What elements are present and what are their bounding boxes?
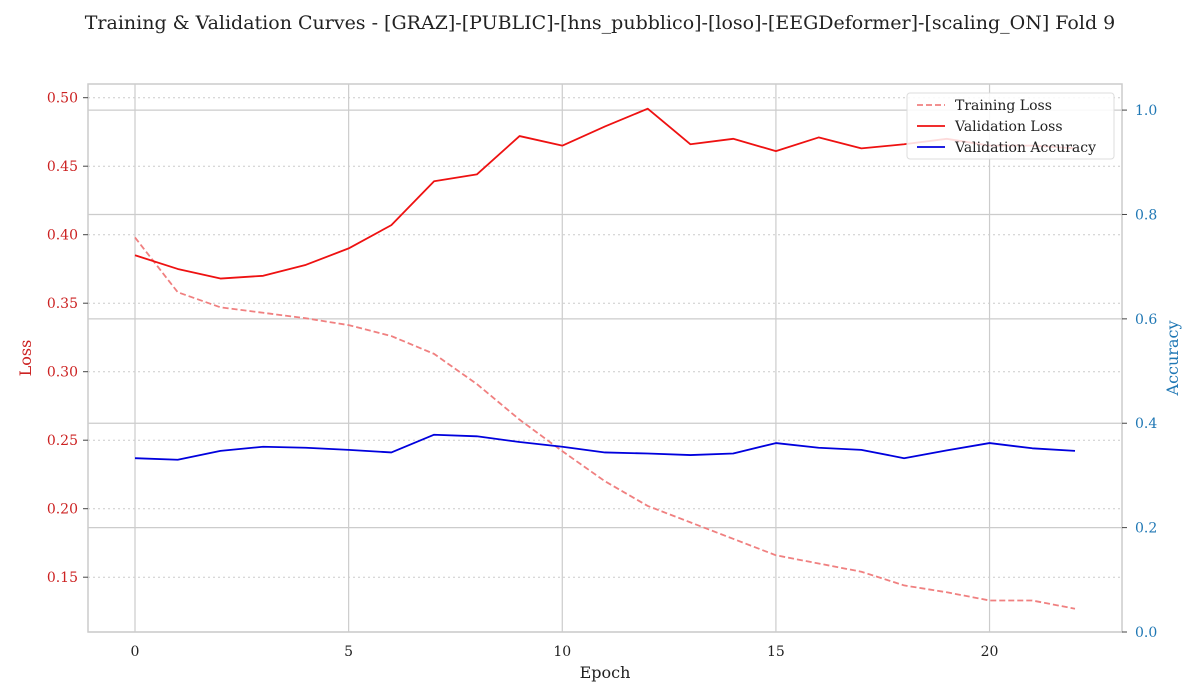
y-axis-label-right: Accuracy — [1163, 321, 1182, 397]
grid-lines — [88, 84, 1122, 633]
x-axis-label: Epoch — [580, 663, 631, 682]
series-points-validation-accuracy — [134, 434, 1076, 460]
y-left-tick-label: 0.15 — [47, 570, 78, 586]
y-right-tick-label: 0.4 — [1135, 416, 1157, 432]
x-tick-label: 5 — [344, 644, 353, 660]
y-axis-label-left: Loss — [16, 340, 35, 377]
series-line-validation-accuracy — [134, 433, 1076, 461]
y-right-tick-label: 0.2 — [1135, 521, 1157, 537]
x-tick-label: 15 — [767, 644, 785, 660]
legend-entry-label: Training Loss — [955, 98, 1052, 114]
y-left-tick-label: 0.50 — [47, 91, 78, 107]
y-left-tick-label: 0.30 — [47, 365, 78, 381]
x-tick-label: 0 — [131, 644, 140, 660]
x-tick-label: 10 — [553, 644, 571, 660]
y-left-tick-label: 0.40 — [47, 228, 78, 244]
y-left-tick-label: 0.45 — [47, 159, 78, 175]
chart-title: Training & Validation Curves - [GRAZ]-[P… — [85, 12, 1116, 34]
legend: Training Loss Validation Loss Validation A… — [906, 92, 1115, 160]
y-left-tick-label: 0.20 — [47, 502, 78, 518]
legend-entry-label: Validation Accuracy — [954, 140, 1096, 156]
x-tick-label: 20 — [981, 644, 999, 660]
y-right-tick-label: 0.0 — [1135, 625, 1157, 641]
legend-entry-label: Validation Loss — [954, 119, 1063, 135]
series-points-training-loss — [134, 237, 1076, 609]
legend-box — [906, 92, 1115, 160]
y-left-tick-label: 0.25 — [47, 433, 78, 449]
plot-frame — [87, 83, 1123, 633]
y-left-tick-label: 0.35 — [47, 296, 78, 312]
tick-labels: 0 5 10 15 20 0.15 0.20 0.25 0.30 0.35 0.40 0.45 0.50… — [47, 91, 1158, 660]
series-layer — [134, 107, 1076, 610]
y-right-tick-label: 1.0 — [1135, 103, 1157, 119]
y-right-tick-label: 0.6 — [1135, 312, 1157, 328]
y-right-tick-label: 0.8 — [1135, 207, 1157, 223]
